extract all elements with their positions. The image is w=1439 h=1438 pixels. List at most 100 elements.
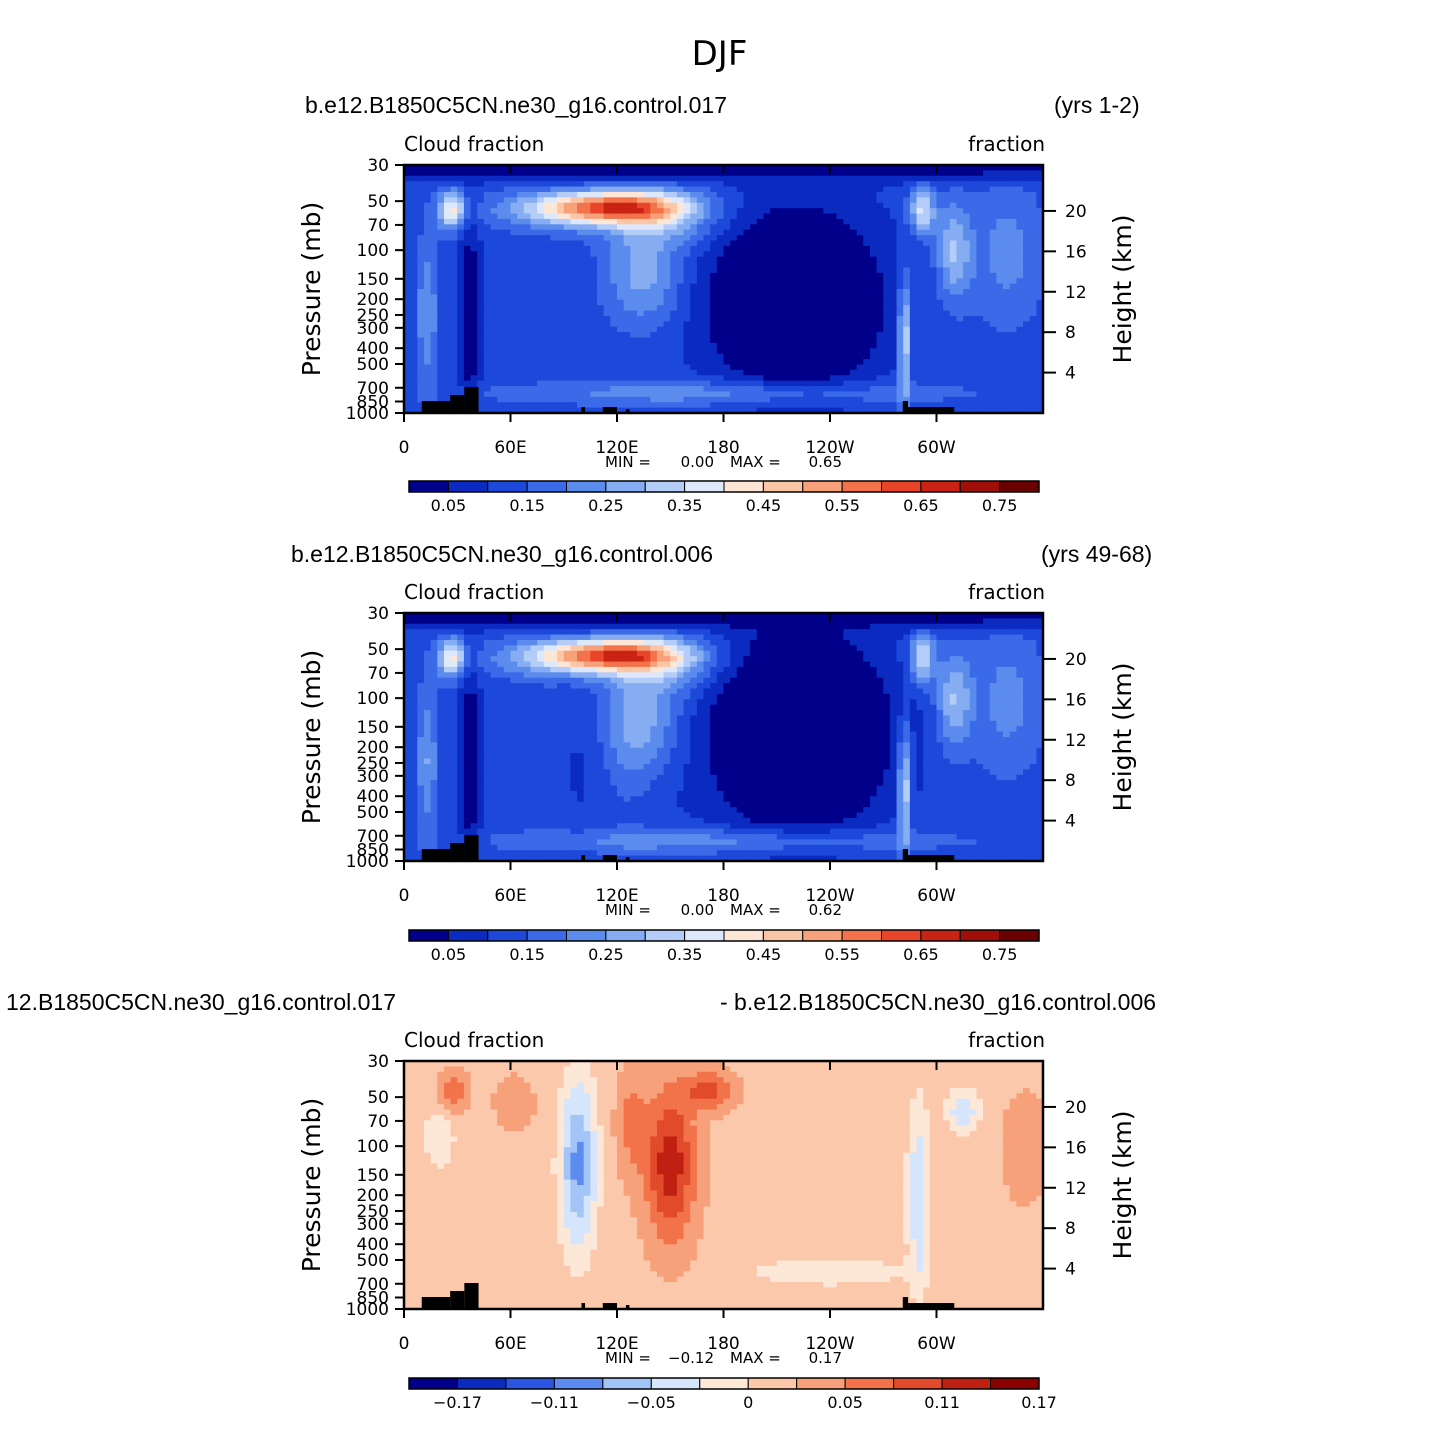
- heatmap-cell: [750, 299, 758, 306]
- heatmap-cell: [916, 305, 924, 312]
- heatmap-cell: [790, 245, 798, 252]
- heatmap-cell: [570, 213, 578, 220]
- heatmap-cell: [903, 262, 911, 269]
- heatmap-cell: [989, 165, 998, 171]
- heatmap-cell: [470, 224, 478, 231]
- heatmap-cell: [430, 774, 438, 781]
- heatmap-cell: [1036, 224, 1044, 231]
- heatmap-cell: [723, 375, 731, 382]
- heatmap-cell: [410, 251, 418, 258]
- heatmap-cell: [956, 245, 964, 252]
- heatmap-cell: [450, 262, 458, 269]
- heatmap-cell: [996, 224, 1004, 231]
- heatmap-cell: [643, 375, 651, 382]
- heatmap-cell: [477, 294, 485, 301]
- heatmap-cell: [497, 380, 505, 387]
- heatmap-cell: [996, 262, 1004, 269]
- heatmap-cell: [696, 386, 705, 393]
- heatmap-cell: [903, 326, 911, 333]
- heatmap-cell: [450, 299, 458, 306]
- heatmap-cell: [869, 251, 878, 258]
- heatmap-cell: [537, 369, 545, 376]
- heatmap-cell: [849, 202, 858, 209]
- heatmap-cell: [730, 267, 738, 274]
- heatmap-cell: [463, 321, 472, 328]
- heatmap-cell: [1009, 305, 1017, 312]
- heatmap-cell: [923, 348, 931, 355]
- heatmap-cell: [936, 229, 944, 236]
- heatmap-cell: [783, 359, 791, 366]
- heatmap-cell: [783, 170, 791, 177]
- heatmap-cell: [557, 294, 565, 301]
- heatmap-cell: [1016, 386, 1024, 393]
- heatmap-cell: [996, 240, 1004, 247]
- heatmap-cell: [443, 364, 452, 371]
- heatmap-cell: [597, 224, 605, 231]
- heatmap-cell: [770, 353, 778, 360]
- heatmap-cell: [1003, 407, 1011, 414]
- heatmap-cell: [477, 181, 485, 188]
- heatmap-cell: [883, 245, 891, 252]
- heatmap-cell: [929, 289, 938, 295]
- heatmap-cell: [497, 294, 505, 301]
- heatmap-cell: [410, 353, 418, 360]
- heatmap-cell: [630, 342, 638, 349]
- heatmap-cell: [410, 683, 418, 690]
- heatmap-cell: [690, 218, 698, 225]
- heatmap-cell: [643, 256, 651, 263]
- heatmap-cell: [430, 650, 438, 657]
- heatmap-cell: [430, 278, 438, 285]
- heatmap-cell: [710, 191, 718, 198]
- heatmap-cell: [770, 402, 778, 409]
- heatmap-cell: [810, 348, 818, 355]
- heatmap-cell: [470, 272, 478, 279]
- heatmap-cell: [816, 396, 824, 403]
- heatmap-cell: [1023, 213, 1031, 220]
- heatmap-cell: [603, 353, 611, 360]
- heatmap-cell: [1009, 359, 1017, 366]
- heatmap-cell: [643, 267, 651, 274]
- heatmap-cell: [610, 272, 618, 279]
- heatmap-cell: [610, 256, 618, 263]
- heatmap-cell: [976, 386, 984, 393]
- heatmap-cell: [883, 256, 891, 263]
- heatmap-cell: [843, 229, 851, 236]
- heatmap-cell: [590, 283, 598, 290]
- heatmap-cell: [410, 240, 418, 247]
- heatmap-cell: [610, 283, 618, 290]
- heatmap-cell: [450, 828, 458, 835]
- heatmap-cell: [530, 386, 538, 393]
- heatmap-cell: [517, 396, 525, 403]
- units-label: fraction: [968, 132, 1045, 156]
- heatmap-cell: [470, 672, 478, 679]
- heatmap-cell: [597, 396, 605, 403]
- heatmap-cell: [670, 326, 678, 333]
- heatmap-cell: [690, 305, 698, 312]
- heatmap-cell: [1003, 202, 1011, 209]
- heatmap-cell: [943, 224, 951, 231]
- heatmap-cell: [617, 202, 625, 209]
- heatmap-cell: [696, 353, 705, 360]
- heatmap-cell: [936, 332, 944, 339]
- heatmap-cell: [610, 165, 618, 171]
- heatmap-cell: [969, 181, 978, 188]
- heatmap-cell: [863, 175, 871, 182]
- heatmap-cell: [889, 299, 898, 306]
- heatmap-cell: [457, 342, 465, 349]
- heatmap-cell: [410, 191, 418, 198]
- heatmap-cell: [503, 191, 512, 198]
- heatmap-cell: [404, 369, 412, 376]
- heatmap-cell: [430, 208, 438, 215]
- heatmap-cell: [803, 175, 811, 182]
- heatmap-cell: [517, 315, 525, 322]
- heatmap-cell: [996, 278, 1004, 285]
- heatmap-cell: [557, 278, 565, 285]
- heatmap-cell: [630, 229, 638, 236]
- heatmap-cell: [503, 326, 512, 333]
- heatmap-cell: [437, 375, 445, 382]
- colorbar-frame: [408, 480, 1040, 493]
- heatmap-cell: [1036, 181, 1044, 188]
- heatmap-cell: [763, 245, 771, 252]
- heatmap-cell: [650, 391, 658, 398]
- heatmap-cell: [1023, 380, 1031, 387]
